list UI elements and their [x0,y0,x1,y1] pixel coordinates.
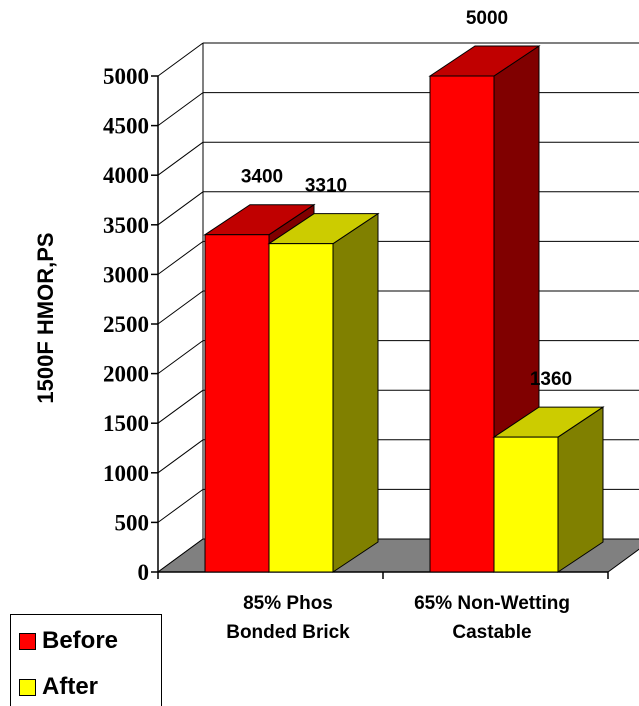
category-label: Bonded Brick [226,622,350,643]
side-wall-gridline [157,389,204,424]
side-wall-gridline [157,439,204,474]
side-wall-gridline [157,42,204,77]
y-tick-label: 2500 [103,312,149,337]
data-label-before-1: 5000 [466,8,508,29]
y-tick-label: 500 [115,510,150,535]
bar-series [203,45,605,573]
y-tick-label: 0 [138,560,150,585]
bar-before-1 [429,75,495,573]
y-tick-label: 4000 [103,163,149,188]
bar-after-1 [493,436,559,573]
side-wall-gridline [157,240,204,275]
y-axis: 0 500 1000 1500 2000 2500 3000 3500 4000 4500 5000 [103,64,609,585]
side-wall-gridline [157,488,204,523]
legend: Before After [10,614,162,706]
y-tick-label: 1000 [103,461,149,486]
category-label: 85% Phos [243,593,333,614]
bar-after-0 [268,243,334,573]
category-label: 65% Non-Wetting [414,593,570,614]
y-tick-label: 5000 [103,64,149,89]
side-wall-gridline [157,141,204,176]
category-label: Castable [452,622,531,643]
y-tick-label: 4500 [103,114,149,139]
y-axis-label: 1500F HMOR,PS [33,232,58,403]
data-label-before-0: 3400 [241,167,283,188]
data-labels: 3400 3310 5000 1360 [241,8,572,390]
x-axis-category-labels: 85% Phos Bonded Brick 65% Non-Wetting Casta… [226,593,570,643]
legend-item-before: Before [19,627,118,655]
y-tick-label: 3000 [103,262,149,287]
legend-label-before: Before [42,627,119,654]
legend-item-after: After [19,673,98,701]
bar-side-after-0 [332,212,379,573]
legend-swatch-before [19,632,36,650]
legend-swatch-after [19,678,36,696]
side-wall-gridline [157,191,204,226]
data-label-after-1: 1360 [530,369,572,390]
side-wall-gridline [157,340,204,375]
side-wall-gridline [157,92,204,127]
y-tick-label: 2000 [103,362,149,387]
y-tick-label: 3500 [103,213,149,238]
data-label-after-0: 3310 [305,176,347,197]
side-wall-gridline [157,290,204,325]
legend-label-after: After [42,673,99,700]
y-tick-label: 1500 [103,411,149,436]
bar-before-0 [204,234,270,573]
